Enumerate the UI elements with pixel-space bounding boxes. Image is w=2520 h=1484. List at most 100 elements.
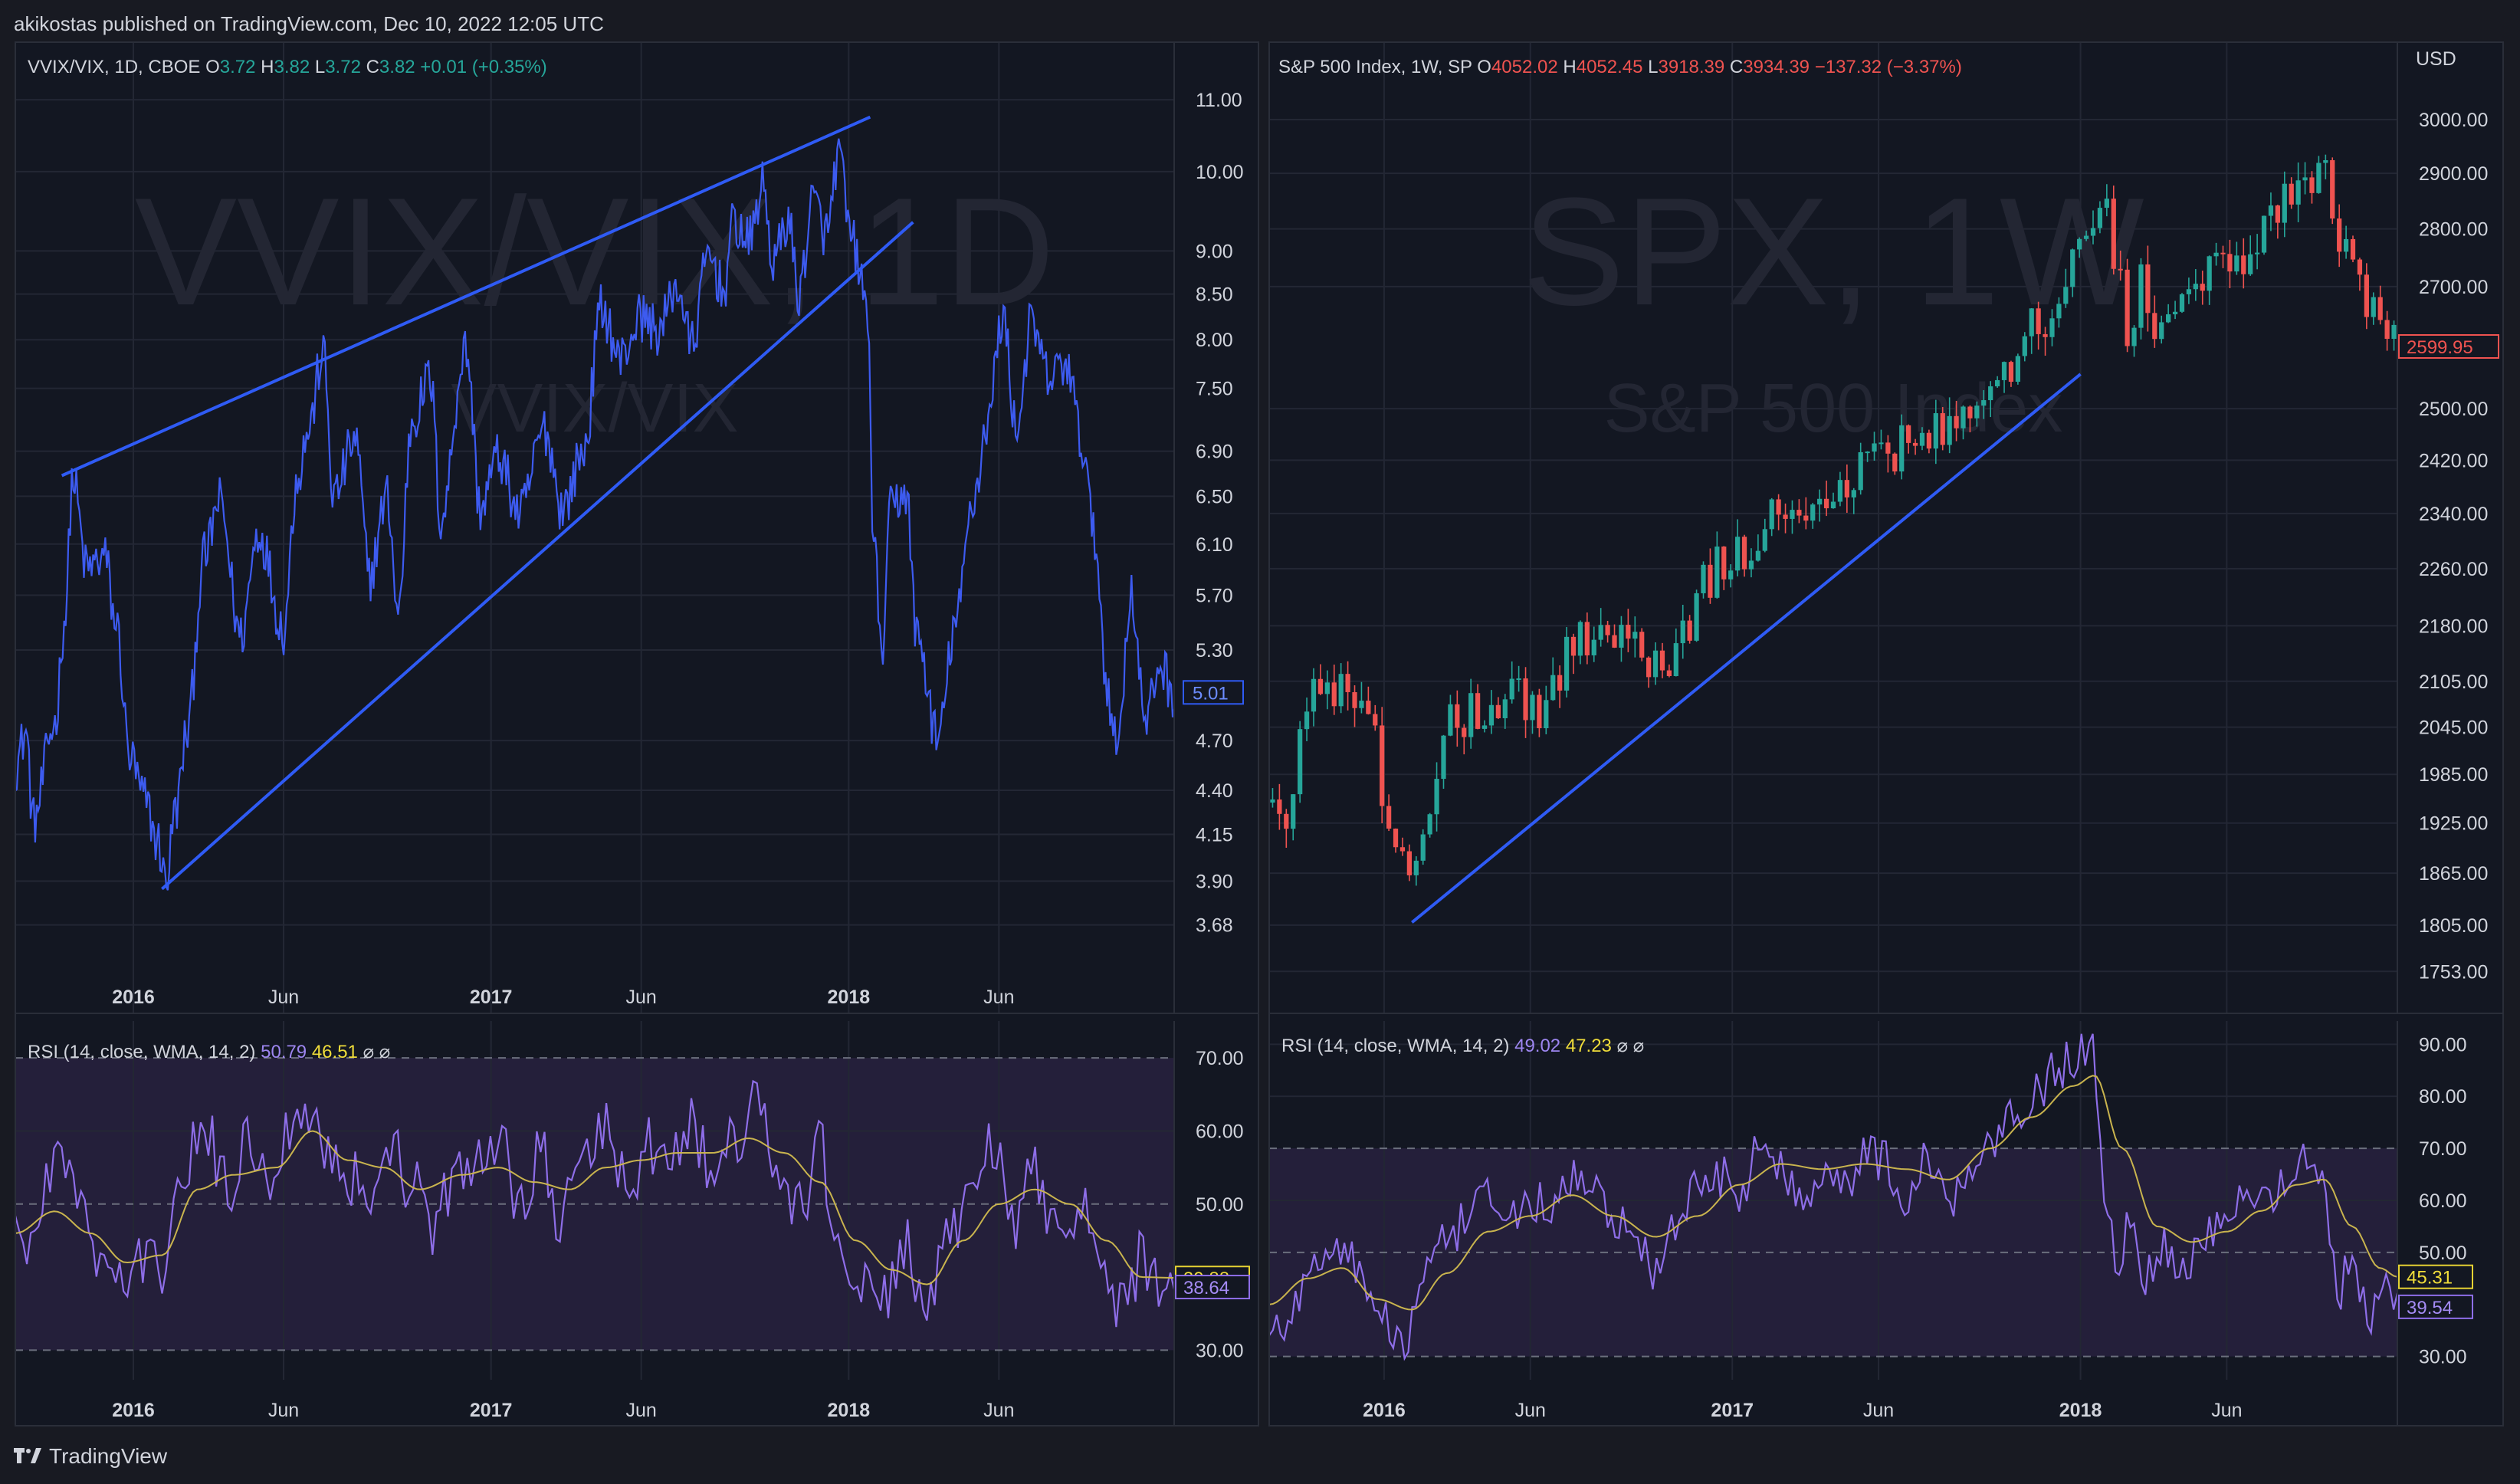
vvix-legend: VVIX/VIX, 1D, CBOE O3.72 H3.82 L3.72 C3.… <box>28 57 547 77</box>
vvix-y-tick-label: 4.15 <box>1196 824 1233 845</box>
rsi-left-y-tick-label: 50.00 <box>1196 1194 1244 1216</box>
spx-candle-body <box>1612 635 1617 648</box>
footer-brand-label: TradingView <box>49 1444 168 1468</box>
spx-candle-body <box>1701 564 1706 593</box>
spx-legend-part: 4052.02 <box>1491 57 1558 77</box>
spx-candle-body <box>2097 208 2103 228</box>
spx-candle-body <box>2282 183 2287 223</box>
spx-candle-body <box>2145 264 2151 314</box>
spx-candle-body <box>1906 425 1911 443</box>
vvix-legend-part: H <box>255 57 274 77</box>
spx-candle-body <box>1974 405 1980 419</box>
vvix-x-tick-label: 2016 <box>112 987 155 1008</box>
footer-brand[interactable]: TradingView <box>14 1444 167 1469</box>
spx-candle-body <box>2111 199 2116 269</box>
spx-candle-body <box>1879 442 1884 445</box>
spx-candle-body <box>1708 564 1713 598</box>
rsi-left-legend-part: RSI (14, close, WMA, 14, 2) <box>28 1042 261 1062</box>
spx-candle-body <box>1516 678 1521 681</box>
spx-candle-body <box>1933 413 1938 449</box>
rsi-right-legend-part: ⌀ <box>1617 1036 1633 1056</box>
vvix-y-tick-label: 6.90 <box>1196 442 1233 463</box>
spx-candle-body <box>2077 238 2082 250</box>
spx-candle-body <box>2193 284 2198 290</box>
spx-candle-body <box>2172 311 2178 315</box>
spx-y-tick-label: 2900.00 <box>2419 163 2488 185</box>
vvix-y-tick-label: 10.00 <box>1196 162 1244 183</box>
spx-candle-body <box>1399 847 1406 852</box>
spx-y-tick-label: 1865.00 <box>2419 863 2488 885</box>
spx-y-tick-label: 2045.00 <box>2419 717 2488 739</box>
spx-watermark-sub: S&P 500 Index <box>1604 370 2063 447</box>
spx-candle-body <box>1919 432 1925 446</box>
spx-watermark: SPX, 1W <box>1522 166 2144 337</box>
spx-candle-body <box>1817 498 1823 505</box>
spx-candle-body <box>2234 255 2239 272</box>
spx-candle-body <box>1584 622 1590 655</box>
spx-candle-body <box>1851 490 1856 497</box>
rsi-right-legend: RSI (14, close, WMA, 14, 2) 49.02 47.23 … <box>1281 1036 1644 1056</box>
spx-candle-body <box>1680 620 1685 644</box>
vvix-x-tick-label: Jun <box>626 987 657 1008</box>
rsi-right-y-tick-label: 70.00 <box>2419 1138 2467 1160</box>
vvix-y-tick-label: 3.90 <box>1196 872 1233 893</box>
spx-candle-body <box>1345 674 1350 692</box>
rsi-left-legend-part: ⌀ <box>379 1042 390 1062</box>
vvix-legend-part: O <box>205 57 220 77</box>
spx-candle-body <box>2350 238 2356 260</box>
rsi-right-last-ma: 45.31 <box>2407 1268 2453 1289</box>
spx-candle-body <box>2104 199 2109 208</box>
spx-candle-body <box>2179 294 2185 312</box>
rsi-right-x-tick-label: Jun <box>1515 1400 1546 1421</box>
rsi-right-legend-part: 47.23 <box>1566 1036 1617 1056</box>
rsi-right-x-tick-label: 2017 <box>1711 1400 1754 1421</box>
spx-candle-body <box>1475 693 1481 729</box>
spx-candle-body <box>1844 480 1849 497</box>
spx-candle-body <box>1413 860 1419 875</box>
spx-legend-part: O <box>1477 57 1491 77</box>
spx-candle-body <box>1393 828 1399 848</box>
spx-candle-body <box>2022 336 2027 356</box>
vvix-series-line <box>15 138 1176 891</box>
spx-candle-body <box>2063 287 2069 304</box>
spx-candle-body <box>2043 333 2048 337</box>
vvix-trendline-1 <box>161 221 914 891</box>
spx-candle-body <box>1899 425 1905 472</box>
vvix-x-tick-label: Jun <box>268 987 299 1008</box>
spx-legend-part: L <box>1642 57 1658 77</box>
rsi-right-x-tick-label: 2016 <box>1363 1400 1406 1421</box>
vvix-legend-part: 3.82 <box>379 57 415 77</box>
spx-y-tick-label: 2180.00 <box>2419 616 2488 637</box>
rsi-left-x-tick-label: 2017 <box>470 1400 513 1421</box>
spx-candle-body <box>2166 314 2171 323</box>
spx-candle-body <box>1304 711 1310 730</box>
spx-candle-body <box>1666 670 1672 676</box>
vvix-legend-part: C <box>361 57 379 77</box>
rsi-right-y-tick-label: 50.00 <box>2419 1243 2467 1264</box>
spx-candle-body <box>1298 729 1303 795</box>
spx-candle-body <box>2295 180 2301 205</box>
spx-candle-body <box>2316 163 2321 193</box>
spx-candle-body <box>2309 177 2315 193</box>
spx-candle-body <box>1748 560 1754 570</box>
spx-candle-body <box>1967 406 1973 419</box>
vvix-legend-part: +0.01 (+0.35%) <box>415 57 547 77</box>
rsi-left-legend-part: 50.79 <box>261 1042 312 1062</box>
spx-candle-body <box>2049 318 2055 337</box>
spx-candle-body <box>1776 499 1781 515</box>
vvix-trendline-0 <box>61 115 871 478</box>
spx-candle-body <box>2159 322 2164 340</box>
rsi-left-legend-part: 46.51 <box>312 1042 363 1062</box>
spx-candle-body <box>1823 498 1829 509</box>
rsi-left-last-rsi: 38.64 <box>1183 1278 1229 1298</box>
rsi-left-x-tick-label: 2018 <box>828 1400 871 1421</box>
spx-candle-body <box>2275 205 2281 223</box>
spx-candle-body <box>1961 406 1966 428</box>
rsi-left-ma-line <box>15 1130 1174 1285</box>
spx-candle-body <box>1872 443 1877 452</box>
spx-y-tick-label: 2500.00 <box>2419 399 2488 420</box>
rsi-right-y-tick-label: 80.00 <box>2419 1086 2467 1108</box>
spx-candle-body <box>1324 682 1330 694</box>
spx-candle-body <box>1803 515 1809 521</box>
spx-candle-body <box>2302 177 2308 181</box>
